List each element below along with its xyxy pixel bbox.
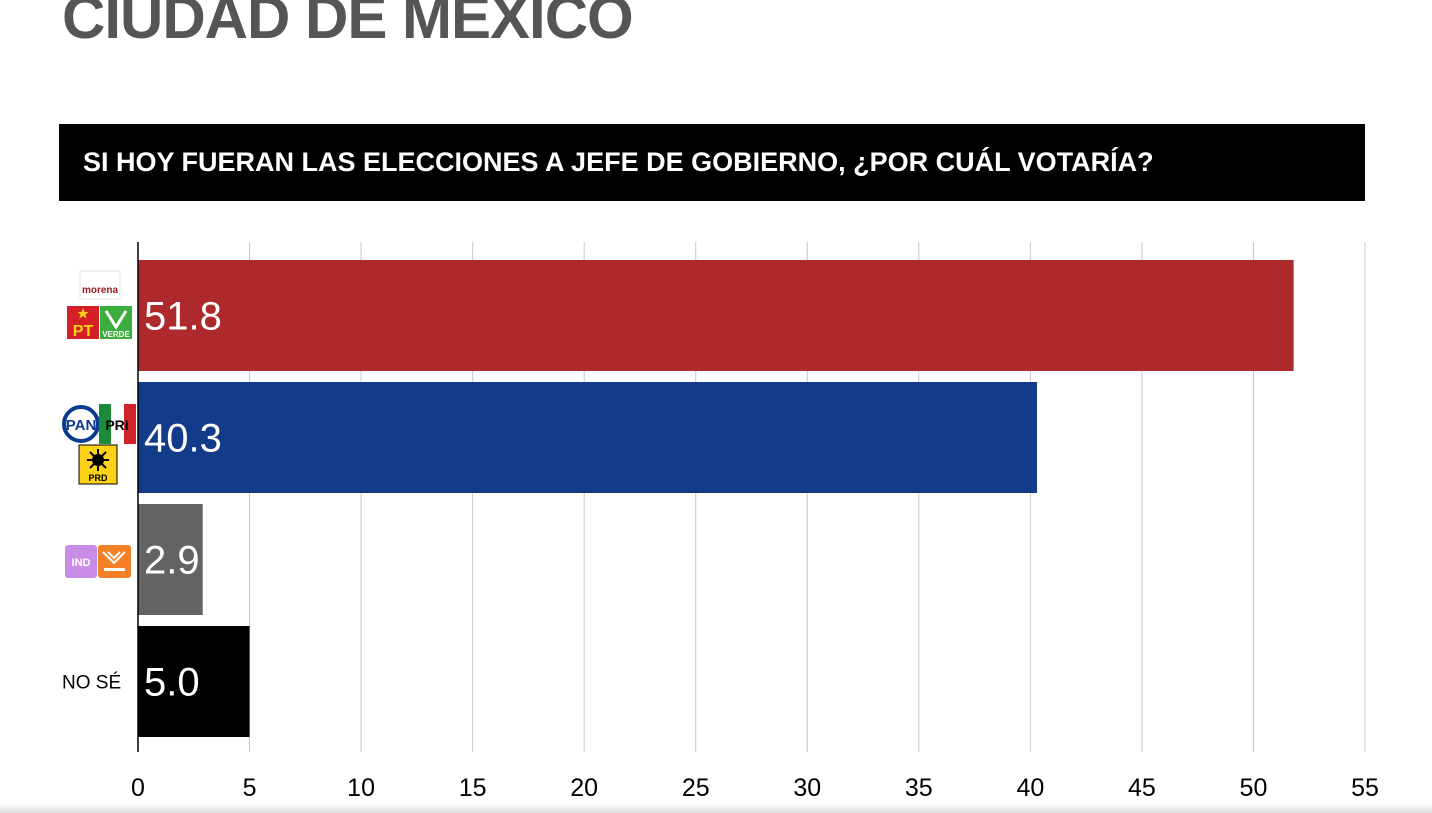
bar <box>138 504 203 615</box>
verde-logo: VERDE <box>100 306 132 339</box>
x-tick-label: 40 <box>1016 774 1044 802</box>
pan-logo: PAN <box>62 404 100 444</box>
svg-text:PRD: PRD <box>88 473 108 483</box>
svg-text:VERDE: VERDE <box>102 330 130 339</box>
x-tick-label: 0 <box>131 774 145 802</box>
x-tick-label: 55 <box>1351 774 1379 802</box>
x-tick-label: 5 <box>243 774 257 802</box>
page-title: CIUDAD DE MEXICO <box>62 0 634 51</box>
svg-text:morena: morena <box>82 285 119 296</box>
x-tick-label: 30 <box>793 774 821 802</box>
bar-value-label: 51.8 <box>144 295 222 339</box>
independiente-logo: IND <box>65 545 97 578</box>
x-tick-label: 35 <box>905 774 933 802</box>
bar-value-label: 2.9 <box>144 539 200 583</box>
svg-text:PAN: PAN <box>66 417 97 434</box>
x-tick-label: 25 <box>682 774 710 802</box>
bars: 51.8 40.3 2.9 5.0 <box>138 260 1294 737</box>
x-tick-label: 50 <box>1240 774 1268 802</box>
x-tick-label: 45 <box>1128 774 1156 802</box>
category-labels: NO SÉ <box>62 673 121 694</box>
category-label: NO SÉ <box>62 673 121 694</box>
bar <box>138 260 1294 371</box>
bar-value-label: 40.3 <box>144 417 222 461</box>
bar <box>138 626 250 737</box>
morena-logo: morena <box>79 270 121 300</box>
svg-text:IND: IND <box>72 557 91 569</box>
svg-text:PRI: PRI <box>105 417 128 433</box>
x-tick-label: 10 <box>347 774 375 802</box>
party-logos: morena PT VERDE PAN PRI <box>62 270 136 578</box>
x-tick-label: 15 <box>459 774 487 802</box>
movimiento-ciudadano-logo <box>98 545 131 578</box>
bar <box>138 382 1038 493</box>
pri-logo: PRI <box>99 404 136 444</box>
pt-logo: PT <box>67 306 99 340</box>
svg-text:PT: PT <box>73 323 94 340</box>
bottom-shadow <box>0 803 1432 813</box>
question-banner: SI HOY FUERAN LAS ELECCIONES A JEFE DE G… <box>59 124 1365 201</box>
prd-logo: PRD <box>78 444 118 485</box>
bar-value-label: 5.0 <box>144 661 200 705</box>
question-text: SI HOY FUERAN LAS ELECCIONES A JEFE DE G… <box>83 147 1154 177</box>
x-tick-label: 20 <box>570 774 598 802</box>
x-axis-ticks: 0 5 10 15 20 25 30 35 40 45 50 55 <box>131 774 1379 802</box>
